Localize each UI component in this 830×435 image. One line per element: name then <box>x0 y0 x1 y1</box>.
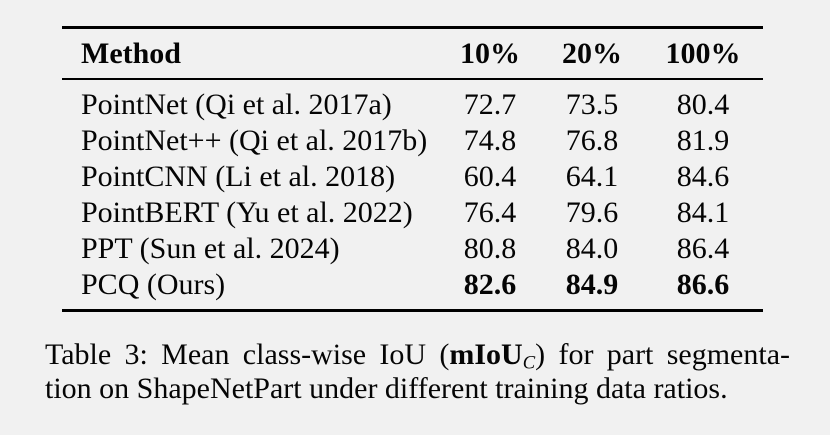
value-cell: 73.5 <box>565 88 619 121</box>
table-row: PointCNN (Li et al. 2018) 60.4 64.1 84.6 <box>62 159 763 195</box>
method-cell: PCQ (Ours) <box>81 268 226 301</box>
method-cell: PointBERT (Yu et al. 2022) <box>81 196 413 229</box>
table-row: PPT (Sun et al. 2024) 80.8 84.0 86.4 <box>62 231 763 267</box>
method-cell: PPT (Sun et al. 2024) <box>81 232 340 265</box>
value-cell-best: 82.6 <box>463 268 517 301</box>
value-cell: 74.8 <box>463 124 517 157</box>
header-20pct: 20% <box>541 27 643 80</box>
value-cell: 60.4 <box>463 160 517 193</box>
header-100pct: 100% <box>643 27 763 80</box>
caption-line-1: Table 3: Mean class-wise IoU (mIoUC) for… <box>45 338 790 372</box>
results-table: Method 10% 20% 100% PointNet (Qi et al. … <box>62 26 763 312</box>
value-cell: 72.7 <box>463 88 517 121</box>
caption-text: Table 3: Mean class-wise IoU ( <box>45 338 450 371</box>
value-cell: 64.1 <box>565 160 619 193</box>
value-cell: 76.8 <box>565 124 619 157</box>
method-cell: PointNet (Qi et al. 2017a) <box>81 88 392 121</box>
caption-text: ) for part segmenta- <box>535 338 790 371</box>
miou-symbol: mIoU <box>449 338 523 371</box>
value-cell: 84.1 <box>676 196 730 229</box>
value-cell-best: 84.9 <box>565 268 619 301</box>
header-row: Method 10% 20% 100% <box>62 27 763 80</box>
value-cell: 84.0 <box>565 232 619 265</box>
value-cell-best: 86.6 <box>676 268 730 301</box>
table-row-ours: PCQ (Ours) 82.6 84.9 86.6 <box>62 267 763 311</box>
method-cell: PointCNN (Li et al. 2018) <box>81 160 396 193</box>
value-cell: 79.6 <box>565 196 619 229</box>
value-cell: 86.4 <box>676 232 730 265</box>
table-row: PointBERT (Yu et al. 2022) 76.4 79.6 84.… <box>62 195 763 231</box>
table-caption: Table 3: Mean class-wise IoU (mIoUC) for… <box>45 338 790 406</box>
value-cell: 81.9 <box>676 124 730 157</box>
header-method: Method <box>62 27 439 80</box>
table-row: PointNet++ (Qi et al. 2017b) 74.8 76.8 8… <box>62 123 763 159</box>
value-cell: 84.6 <box>676 160 730 193</box>
caption-line-2: tion on ShapeNetPart under different tra… <box>45 372 728 405</box>
header-10pct: 10% <box>439 27 541 80</box>
miou-subscript-c: C <box>522 352 536 374</box>
value-cell: 80.4 <box>676 88 730 121</box>
table-row: PointNet (Qi et al. 2017a) 72.7 73.5 80.… <box>62 79 763 123</box>
value-cell: 76.4 <box>463 196 517 229</box>
value-cell: 80.8 <box>463 232 517 265</box>
method-cell: PointNet++ (Qi et al. 2017b) <box>81 124 428 157</box>
